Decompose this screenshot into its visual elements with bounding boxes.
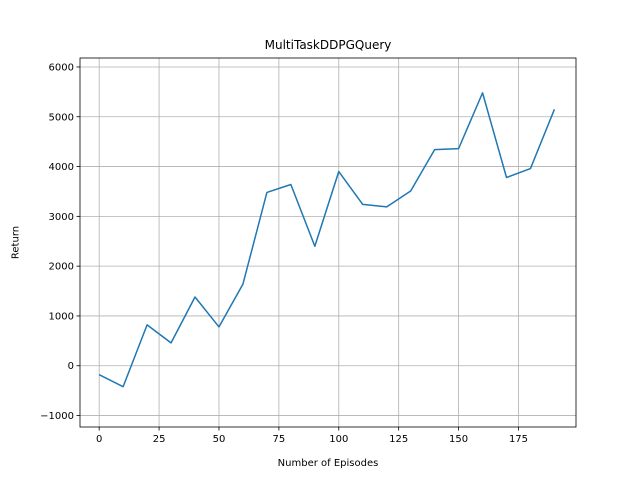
data-point [337, 170, 340, 173]
y-tick-label: −1000 [40, 411, 74, 422]
chart-title: MultiTaskDDPGQuery [265, 38, 392, 52]
data-point [98, 373, 101, 376]
y-tick-label: 4000 [49, 162, 74, 173]
series-line [98, 92, 556, 388]
x-axis-ticks: 0 25 50 75 100 125 150 175 [96, 427, 528, 445]
data-point [457, 147, 460, 150]
y-tick-label: 2000 [49, 262, 74, 273]
y-tick-label: 0 [68, 361, 74, 372]
x-tick-label: 100 [329, 434, 348, 445]
grid-lines [80, 58, 576, 427]
x-tick-label: 150 [449, 434, 468, 445]
y-tick-label: 5000 [49, 112, 74, 123]
data-point [122, 385, 125, 388]
data-point [194, 296, 197, 299]
y-axis-ticks: −1000 0 1000 2000 3000 4000 5000 6000 [40, 62, 80, 422]
data-point [217, 325, 220, 328]
x-tick-label: 75 [273, 434, 286, 445]
data-point [385, 205, 388, 208]
data-point [241, 283, 244, 286]
data-point [313, 245, 316, 248]
y-tick-label: 6000 [49, 62, 74, 73]
y-axis-title: Return [11, 226, 22, 259]
data-point [553, 108, 556, 111]
x-axis-title: Number of Episodes [278, 458, 379, 469]
data-point [505, 176, 508, 179]
x-tick-label: 175 [509, 434, 528, 445]
data-point [529, 167, 532, 170]
x-tick-label: 25 [153, 434, 166, 445]
data-point [433, 148, 436, 151]
data-point [146, 323, 149, 326]
x-tick-label: 0 [96, 434, 102, 445]
y-tick-label: 1000 [49, 311, 74, 322]
data-point [265, 191, 268, 194]
x-tick-label: 50 [213, 434, 226, 445]
data-point [409, 189, 412, 192]
data-point [361, 203, 364, 206]
data-point [289, 183, 292, 186]
plot-area-frame [79, 57, 577, 428]
x-tick-label: 125 [389, 434, 408, 445]
data-series [98, 91, 556, 388]
data-point [170, 341, 173, 344]
data-point [481, 91, 484, 94]
y-tick-label: 3000 [49, 212, 74, 223]
